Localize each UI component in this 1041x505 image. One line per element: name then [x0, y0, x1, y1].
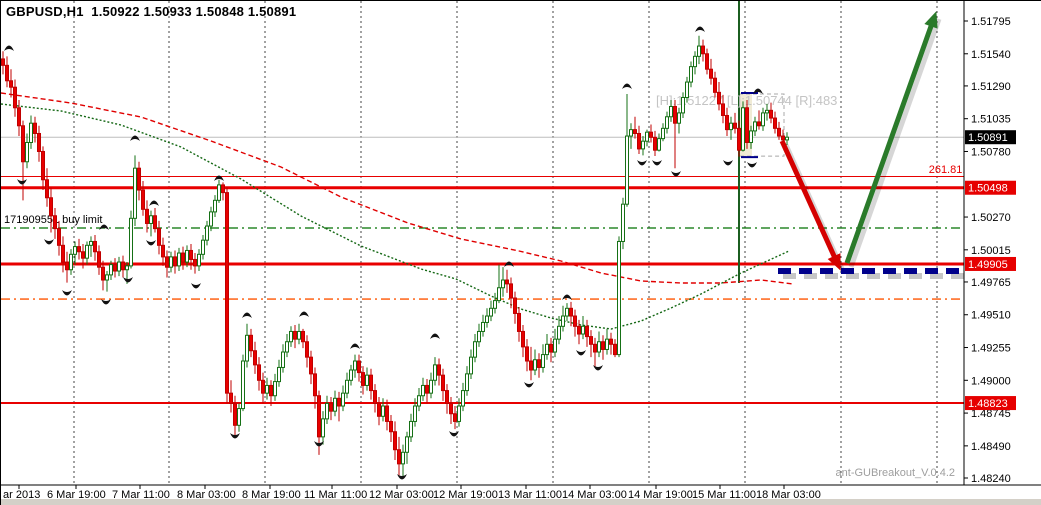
svg-text:1.49905: 1.49905 [968, 259, 1008, 271]
price-axis: 1.51795 1.51540 1.51290 1.51035 1.50780 1.502… [963, 1, 1041, 485]
sell-scenario-arrow [779, 139, 838, 261]
fractal-down-icon [123, 277, 133, 283]
fractal-up-icon [214, 175, 224, 181]
svg-text:11 Mar 11:00: 11 Mar 11:00 [304, 489, 367, 501]
svg-text:18 Mar 03:00: 18 Mar 03:00 [756, 489, 821, 501]
svg-text:8 Mar 19:00: 8 Mar 19:00 [242, 489, 301, 501]
svg-text:1.50270: 1.50270 [971, 212, 1011, 224]
fractal-up-icon [562, 294, 572, 300]
fractal-down-icon [101, 299, 111, 305]
svg-text:1.49765: 1.49765 [971, 277, 1011, 289]
svg-text:ar 2013: ar 2013 [3, 489, 40, 501]
fractal-down-icon [593, 365, 603, 371]
svg-text:13 Mar 11:00: 13 Mar 11:00 [498, 489, 562, 501]
buy-scenario-arrow [844, 21, 935, 264]
candles-layer [1, 35, 789, 478]
fractal-up-icon [299, 311, 309, 317]
svg-text:14 Mar 03:00: 14 Mar 03:00 [562, 489, 627, 501]
svg-text:1.49000: 1.49000 [971, 375, 1011, 387]
fractal-down-icon [44, 239, 54, 245]
fractal-up-icon [149, 200, 159, 206]
fractal-up-icon [130, 135, 140, 141]
fractal-down-icon [671, 171, 681, 177]
svg-text:1.50498: 1.50498 [968, 183, 1008, 195]
svg-text:12 Mar 19:00: 12 Mar 19:00 [433, 489, 498, 501]
indicator-watermark: ant-GUBreakout_V.0.4.2 [835, 467, 955, 479]
fractal-down-icon [747, 162, 757, 168]
svg-text:8 Mar 03:00: 8 Mar 03:00 [177, 489, 236, 501]
fractal-up-icon [622, 83, 632, 89]
fractal-down-icon [191, 283, 201, 289]
svg-text:1.51540: 1.51540 [971, 49, 1011, 61]
fractal-up-icon [99, 224, 109, 230]
svg-text:1.50015: 1.50015 [971, 245, 1011, 257]
svg-text:1.48490: 1.48490 [971, 441, 1011, 453]
moving-averages [1, 92, 794, 330]
fractal-down-icon [652, 160, 662, 166]
trade-annotations [778, 11, 964, 279]
svg-text:1.50780: 1.50780 [971, 146, 1011, 158]
fractal-arrows [4, 26, 763, 480]
fractal-down-icon [146, 240, 156, 246]
fractal-up-icon [350, 343, 360, 349]
fractal-down-icon [230, 433, 240, 439]
svg-text:1.49255: 1.49255 [971, 343, 1011, 355]
fractal-down-icon [314, 441, 324, 447]
fractal-down-icon [576, 350, 586, 356]
fractal-down-icon [17, 179, 27, 185]
fractal-up-icon [430, 333, 440, 339]
svg-text:15 Mar 11:00: 15 Mar 11:00 [692, 489, 756, 501]
fractal-up-icon [504, 261, 514, 267]
fractal-down-icon [723, 160, 733, 166]
fractal-down-icon [524, 382, 534, 388]
svg-text:1.48240: 1.48240 [971, 473, 1011, 485]
svg-text:14 Mar 19:00: 14 Mar 19:00 [628, 489, 693, 501]
fractal-up-icon [242, 312, 252, 318]
svg-text:7 Mar 11:00: 7 Mar 11:00 [112, 489, 170, 501]
svg-text:1.48745: 1.48745 [971, 408, 1011, 420]
svg-text:12 Mar 03:00: 12 Mar 03:00 [369, 489, 434, 501]
svg-text:1.49510: 1.49510 [971, 310, 1011, 322]
svg-text:1.51035: 1.51035 [971, 114, 1011, 126]
fractal-down-icon [397, 474, 407, 480]
fractal-up-icon [4, 45, 14, 51]
svg-text:1.51795: 1.51795 [971, 16, 1011, 28]
fractal-down-icon [449, 431, 459, 437]
window-bottom-strip [1, 499, 1041, 505]
fractal-down-icon [62, 290, 72, 296]
fractal-up-icon [753, 88, 763, 94]
svg-text:1.48823: 1.48823 [968, 398, 1008, 410]
svg-text:1.50891: 1.50891 [968, 132, 1008, 144]
svg-text:1.51290: 1.51290 [971, 81, 1011, 93]
fractal-down-icon [637, 160, 647, 166]
chart-symbol-title: GBPUSD,H1 1.50922 1.50933 1.50848 1.5089… [6, 4, 297, 19]
svg-text:6 Mar 19:00: 6 Mar 19:00 [47, 489, 106, 501]
day-separator-lines [73, 1, 938, 485]
fractal-up-icon [695, 26, 705, 32]
